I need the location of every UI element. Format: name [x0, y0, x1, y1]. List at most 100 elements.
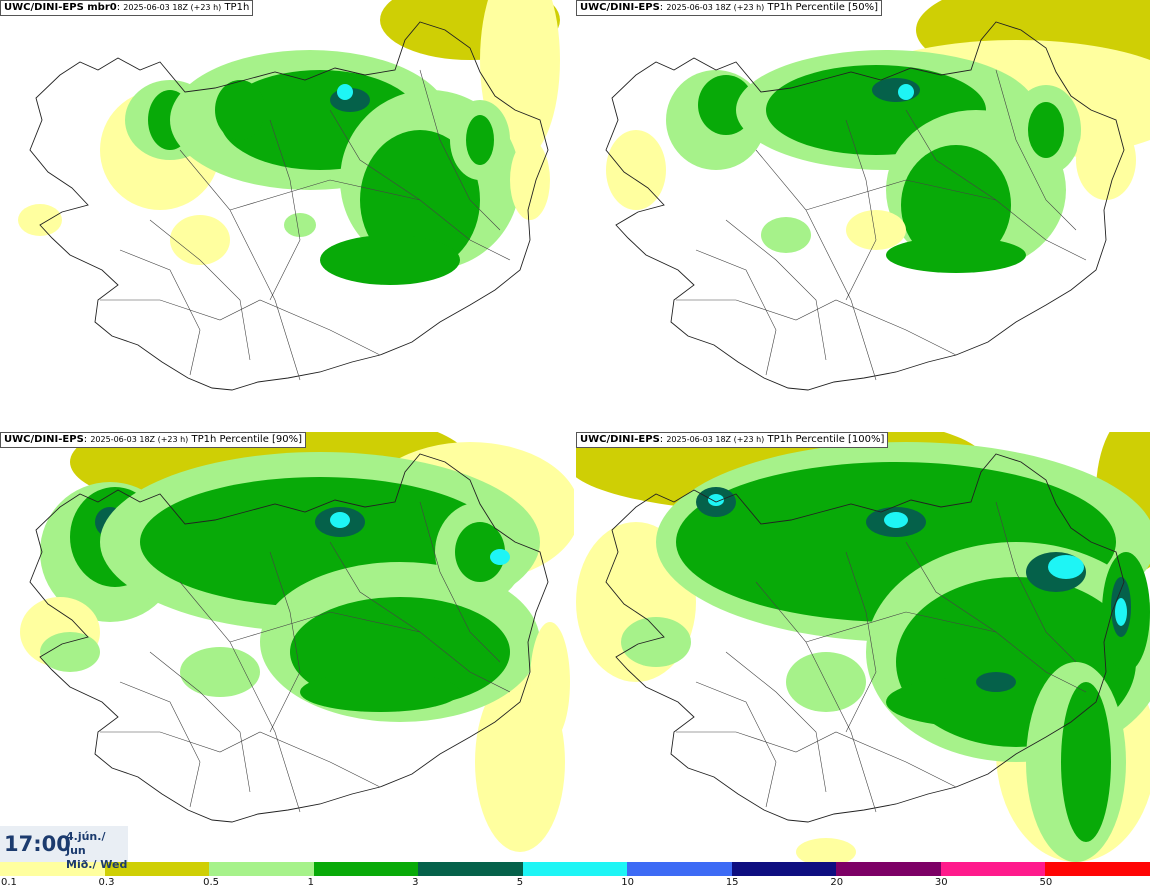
colorbar-segment	[522, 862, 628, 876]
road-line	[269, 551, 301, 733]
map-panel-member0: UWC/DINI-EPS mbr0: 2025-06-03 18Z (+23 h…	[0, 0, 574, 430]
colorbar-label: 0.1	[1, 877, 17, 888]
precip-area	[337, 84, 353, 100]
colorbar-label: 30	[934, 877, 948, 888]
colorbar-segment	[0, 862, 105, 876]
precip-area	[886, 237, 1026, 273]
colorbar-labels: 0.1 0.3 0.5 1 3 5 10 15 20 30 50	[0, 876, 1150, 891]
road-line	[905, 541, 997, 633]
precip-area	[761, 217, 811, 253]
precip-area	[606, 130, 666, 210]
precipitation-map	[18, 0, 560, 391]
precip-area	[884, 512, 908, 528]
panel-divider	[0, 430, 1150, 432]
valid-time-box: 17:00 4.jún./ Jun Mið./ Wed	[0, 826, 128, 871]
precip-area	[846, 210, 906, 250]
colorbar-segment	[731, 862, 837, 876]
colorbar-label: 10	[621, 877, 634, 888]
road-line	[725, 219, 827, 361]
road-line	[676, 299, 957, 356]
precip-area	[455, 522, 505, 582]
precipitation-map	[576, 432, 1150, 862]
road-line	[119, 681, 201, 808]
precip-area	[1076, 120, 1136, 200]
panel-title: UWC/DINI-EPS: 2025-06-03 18Z (+23 h) TP1…	[576, 432, 889, 448]
valid-date: 4.jún./ Jun Mið./ Wed	[66, 830, 128, 871]
colorbar-segment	[104, 862, 210, 876]
colorbar-label: 3	[412, 877, 419, 888]
precip-area	[1061, 682, 1111, 842]
panel-title: UWC/DINI-EPS mbr0: 2025-06-03 18Z (+23 h…	[0, 0, 254, 16]
precip-area	[170, 215, 230, 265]
precip-area	[796, 838, 856, 862]
valid-time: 17:00	[4, 832, 71, 856]
road-line	[725, 651, 827, 793]
precip-area	[490, 549, 510, 565]
coastline	[605, 453, 1125, 823]
precipitation-map	[605, 0, 1150, 391]
colorbar-label: 15	[725, 877, 739, 888]
precip-area	[530, 622, 570, 742]
precip-area	[320, 235, 460, 285]
colorbar-segment	[313, 862, 419, 876]
road-line	[329, 541, 421, 633]
precip-area	[510, 140, 550, 220]
road-line	[995, 69, 1077, 231]
road-line	[905, 109, 997, 201]
road-line	[269, 119, 301, 301]
coastline	[605, 21, 1125, 391]
precip-area	[708, 494, 724, 506]
colorbar-label: 50	[1039, 877, 1053, 888]
coastline	[29, 21, 549, 391]
map-panel-percentile-90: UWC/DINI-EPS: 2025-06-03 18Z (+23 h) TP1…	[0, 432, 574, 862]
road-line	[695, 249, 777, 376]
map-panel-percentile-50: UWC/DINI-EPS: 2025-06-03 18Z (+23 h) TP1…	[576, 0, 1150, 430]
road-line	[179, 149, 301, 381]
precip-area	[901, 145, 1011, 265]
precip-area	[180, 647, 260, 697]
colorbar-segment	[836, 862, 941, 876]
precip-area	[330, 512, 350, 528]
coastline	[29, 453, 549, 823]
precip-area	[898, 84, 914, 100]
colorbar-segment	[209, 862, 314, 876]
road-line	[419, 69, 501, 231]
road-line	[676, 731, 957, 788]
precip-area	[18, 204, 62, 236]
precip-area	[300, 672, 460, 712]
colorbar-segment	[627, 862, 732, 876]
map-panel-percentile-100: UWC/DINI-EPS: 2025-06-03 18Z (+23 h) TP1…	[576, 432, 1150, 862]
precip-area	[1028, 102, 1064, 158]
colorbar-label: 1	[307, 877, 314, 888]
precip-area	[40, 632, 100, 672]
road-line	[100, 731, 381, 788]
road-line	[119, 249, 201, 376]
road-line	[755, 581, 877, 813]
precip-area	[976, 672, 1016, 692]
colorbar-label: 0.3	[98, 877, 115, 888]
precip-area	[466, 115, 494, 165]
panel-title: UWC/DINI-EPS: 2025-06-03 18Z (+23 h) TP1…	[0, 432, 307, 448]
colorbar-label: 0.5	[203, 877, 219, 888]
panel-title: UWC/DINI-EPS: 2025-06-03 18Z (+23 h) TP1…	[576, 0, 883, 16]
precipitation-map	[20, 432, 574, 852]
precip-area	[1115, 598, 1127, 626]
road-line	[329, 109, 421, 201]
precip-area	[284, 213, 316, 237]
road-line	[995, 501, 1077, 663]
precip-area	[1048, 555, 1084, 579]
road-line	[100, 299, 381, 356]
road-line	[419, 501, 501, 663]
road-line	[845, 119, 877, 301]
precip-area	[215, 80, 265, 140]
road-line	[149, 651, 251, 793]
colorbar-label: 5	[516, 877, 524, 888]
precip-area	[886, 677, 1066, 727]
road-line	[755, 149, 877, 381]
road-line	[845, 551, 877, 733]
colorbar-segment	[1045, 862, 1150, 876]
colorbar-segment	[418, 862, 523, 876]
road-line	[149, 219, 251, 361]
colorbar-label: 20	[830, 877, 844, 888]
precip-area	[621, 617, 691, 667]
